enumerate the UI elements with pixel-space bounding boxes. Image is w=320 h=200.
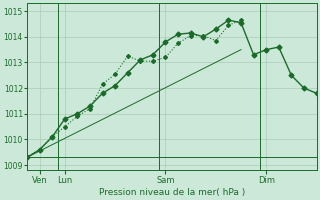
X-axis label: Pression niveau de la mer( hPa ): Pression niveau de la mer( hPa )	[99, 188, 245, 197]
